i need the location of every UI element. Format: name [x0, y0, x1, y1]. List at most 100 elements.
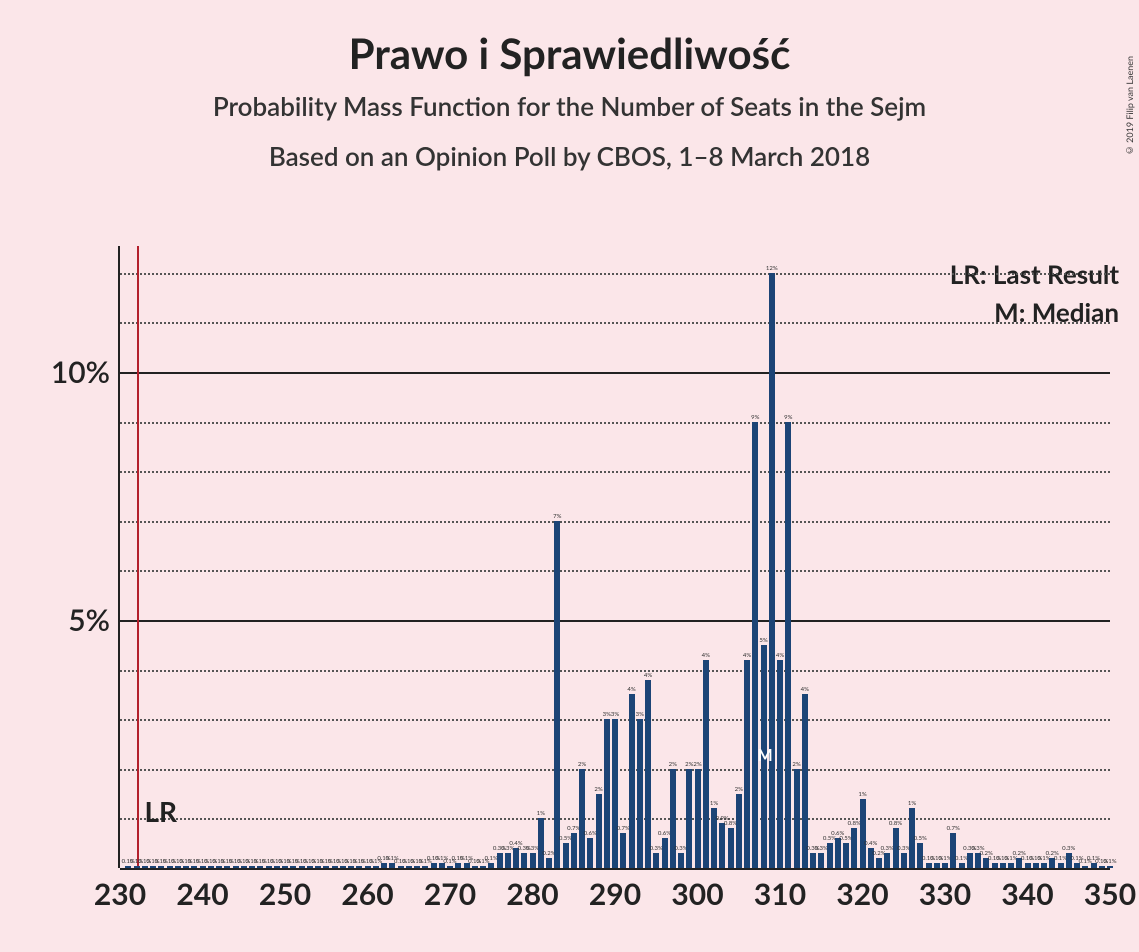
grid-major [120, 372, 1110, 374]
bar-value-label: 4% [801, 686, 809, 693]
bar-value-label: 0.4% [864, 840, 877, 847]
y-axis-label: 5% [10, 602, 110, 638]
bar [266, 866, 272, 868]
bar-value-label: 4% [743, 652, 751, 659]
bar [315, 866, 321, 868]
bar [1025, 863, 1031, 868]
bar-value-label: 12% [766, 265, 778, 272]
bar [142, 866, 148, 868]
y-axis-line [118, 246, 120, 868]
grid-minor [120, 422, 1110, 424]
bar-value-label: 4% [702, 652, 710, 659]
bar [167, 866, 173, 868]
bar [695, 769, 701, 868]
bar [348, 866, 354, 868]
bar [200, 866, 206, 868]
bar [843, 843, 849, 868]
bar [926, 863, 932, 868]
bar [992, 863, 998, 868]
bar [1099, 866, 1105, 868]
bar [950, 833, 956, 868]
bar-value-label: 5% [759, 637, 767, 644]
bar [1041, 863, 1047, 868]
bar [967, 853, 973, 868]
bar [876, 858, 882, 868]
bar-value-label: 2% [669, 761, 677, 768]
bar [241, 866, 247, 868]
x-axis-label: 230 [94, 876, 146, 912]
x-axis-label: 300 [671, 876, 723, 912]
bar-value-label: 2% [685, 761, 693, 768]
bar [332, 866, 338, 868]
bar [1000, 863, 1006, 868]
bar [183, 866, 189, 868]
bar [612, 719, 618, 868]
bar [563, 843, 569, 868]
chart-title: Prawo i Sprawiedliwość [0, 28, 1139, 78]
bar-value-label: 0.1% [1103, 858, 1116, 865]
bar [530, 853, 536, 868]
bar [884, 853, 890, 868]
bar [785, 422, 791, 868]
bar [224, 866, 230, 868]
bar [538, 818, 544, 868]
x-axis-label: 320 [836, 876, 888, 912]
bar-value-label: 0.7% [947, 825, 960, 832]
bar [422, 866, 428, 868]
bar-value-label: 4% [644, 672, 652, 679]
bar [216, 866, 222, 868]
bar [777, 660, 783, 868]
bar-value-label: 1% [537, 810, 545, 817]
bar [249, 866, 255, 868]
chart-subtitle-2: Based on an Opinion Poll by CBOS, 1–8 Ma… [0, 140, 1139, 172]
bar [323, 866, 329, 868]
bar [802, 694, 808, 868]
bar [851, 828, 857, 868]
bar-value-label: 2% [594, 786, 602, 793]
bar-value-label: 9% [784, 414, 792, 421]
plot-area: 5%10%23024025026027028029030031032033034… [120, 248, 1110, 868]
y-axis-label: 10% [10, 354, 110, 390]
bar [365, 866, 371, 868]
bar [546, 858, 552, 868]
bar [719, 823, 725, 868]
bar-value-label: 7% [553, 513, 561, 520]
bar-value-label: 2% [735, 786, 743, 793]
bar [959, 863, 965, 868]
bar [373, 866, 379, 868]
bar [1008, 863, 1014, 868]
grid-minor [120, 322, 1110, 324]
bar-value-label: 1% [710, 800, 718, 807]
bar-value-label: 1% [908, 800, 916, 807]
bar [1082, 866, 1088, 868]
x-axis-label: 350 [1084, 876, 1136, 912]
bar [827, 843, 833, 868]
bar [744, 660, 750, 868]
bar [752, 422, 758, 868]
grid-minor [120, 521, 1110, 523]
bar [678, 853, 684, 868]
bar [521, 853, 527, 868]
bar [934, 863, 940, 868]
bar [414, 866, 420, 868]
bar [653, 853, 659, 868]
bar [620, 833, 626, 868]
x-axis-label: 280 [506, 876, 558, 912]
bar [810, 853, 816, 868]
bar-value-label: 1% [858, 791, 866, 798]
bar [282, 866, 288, 868]
bar [406, 866, 412, 868]
bar [1058, 863, 1064, 868]
grid-minor [120, 273, 1110, 275]
bar-value-label: 4% [776, 652, 784, 659]
bar [703, 660, 709, 868]
bar [431, 863, 437, 868]
bar [637, 719, 643, 868]
grid-minor [120, 570, 1110, 572]
last-result-line [137, 246, 139, 868]
bar-value-label: 3% [611, 711, 619, 718]
x-axis-label: 250 [259, 876, 311, 912]
bar-value-label: 2% [578, 761, 586, 768]
bar [208, 866, 214, 868]
x-axis-label: 290 [589, 876, 641, 912]
